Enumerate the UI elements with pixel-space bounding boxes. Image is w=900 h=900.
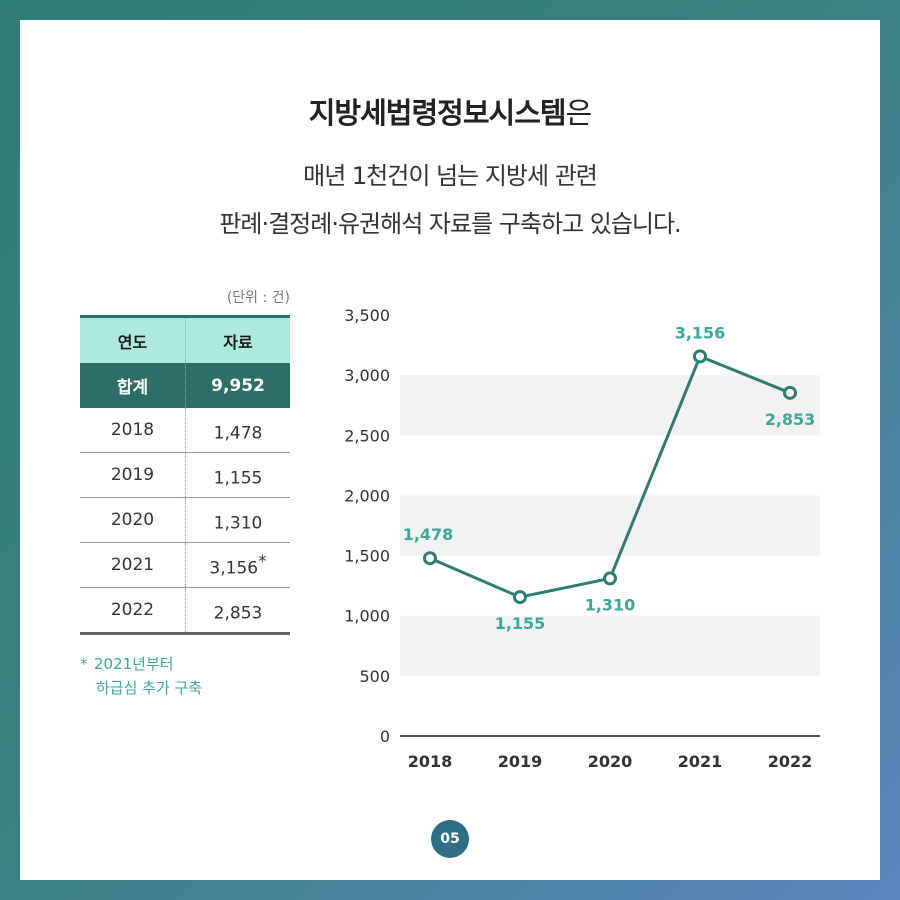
footnote-star: * <box>80 655 88 673</box>
data-point <box>603 571 617 586</box>
row-year: 2018 <box>80 408 186 453</box>
table-header-row: 연도 자료 <box>80 316 290 363</box>
row-value: 1,310 <box>185 497 290 543</box>
description-line-2: 판례·결정례·유권해석 자료를 구축하고 있습니다. <box>219 210 681 238</box>
table-row: 2021 3,156* <box>80 542 290 588</box>
y-tick-label: 3,000 <box>344 366 390 385</box>
x-tick-label: 2021 <box>678 752 723 771</box>
data-label: 2,853 <box>765 410 816 429</box>
data-label: 1,310 <box>585 595 636 614</box>
total-value: 9,952 <box>185 363 290 408</box>
y-tick-label: 1,000 <box>344 607 390 626</box>
x-tick-label: 2022 <box>768 752 813 771</box>
y-tick-label: 2,500 <box>344 426 390 445</box>
data-point <box>693 349 707 364</box>
footnote-mark: * <box>258 551 267 572</box>
row-value: 2,853 <box>185 587 290 635</box>
data-label: 1,478 <box>403 525 454 544</box>
y-tick-label: 500 <box>359 667 390 686</box>
table-row: 2019 1,155 <box>80 452 290 498</box>
row-year: 2021 <box>80 542 186 588</box>
row-value: 1,155 <box>185 452 290 498</box>
description: 매년 1천건이 넘는 지방세 관련 판례·결정례·유권해석 자료를 구축하고 있… <box>0 152 900 248</box>
x-tick-label: 2019 <box>498 752 543 771</box>
data-label: 1,155 <box>495 614 546 633</box>
unit-label: (단위 : 건) <box>226 290 290 306</box>
x-tick-label: 2020 <box>588 752 633 771</box>
headline-bold: 지방세법령정보시스템 <box>308 96 567 130</box>
footnote: * 2021년부터 하급심 추가 구축 <box>80 652 202 700</box>
row-value: 3,156* <box>185 542 290 588</box>
col-count-header: 자료 <box>185 316 290 363</box>
y-tick-label: 2,000 <box>344 486 390 505</box>
y-tick-label: 0 <box>380 727 390 746</box>
row-year: 2022 <box>80 587 186 635</box>
table-row: 2022 2,853 <box>80 587 290 635</box>
y-tick-label: 3,500 <box>344 306 390 325</box>
table-row: 2018 1,478 <box>80 408 290 453</box>
grid-band <box>400 375 820 436</box>
footnote-line-1: 2021년부터 <box>94 655 174 673</box>
footnote-line-2: 하급심 추가 구축 <box>96 679 203 697</box>
x-tick-label: 2018 <box>408 752 453 771</box>
grid-band <box>400 615 820 676</box>
data-label: 3,156 <box>675 323 726 342</box>
col-year-header: 연도 <box>80 316 186 363</box>
row-year: 2020 <box>80 497 186 543</box>
grid-band <box>400 495 820 556</box>
headline: 지방세법령정보시스템은 <box>0 90 900 132</box>
data-point <box>783 385 797 400</box>
total-row: 합계 9,952 <box>80 363 290 408</box>
data-point <box>423 551 437 566</box>
page-number-badge: 05 <box>431 820 469 858</box>
total-label: 합계 <box>80 363 186 408</box>
row-year: 2019 <box>80 452 186 498</box>
description-line-1: 매년 1천건이 넘는 지방세 관련 <box>303 162 598 190</box>
row-value: 1,478 <box>185 408 290 453</box>
y-tick-label: 1,500 <box>344 547 390 566</box>
data-table: 연도 자료 합계 9,952 2018 1,478 2019 1,155 202… <box>80 315 290 635</box>
headline-rest: 은 <box>565 96 593 130</box>
data-point <box>513 590 527 605</box>
table-row: 2020 1,310 <box>80 497 290 543</box>
